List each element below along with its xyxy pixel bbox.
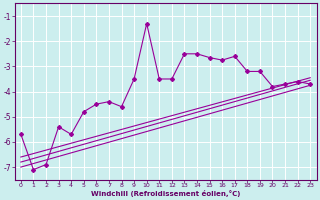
X-axis label: Windchill (Refroidissement éolien,°C): Windchill (Refroidissement éolien,°C): [91, 190, 240, 197]
